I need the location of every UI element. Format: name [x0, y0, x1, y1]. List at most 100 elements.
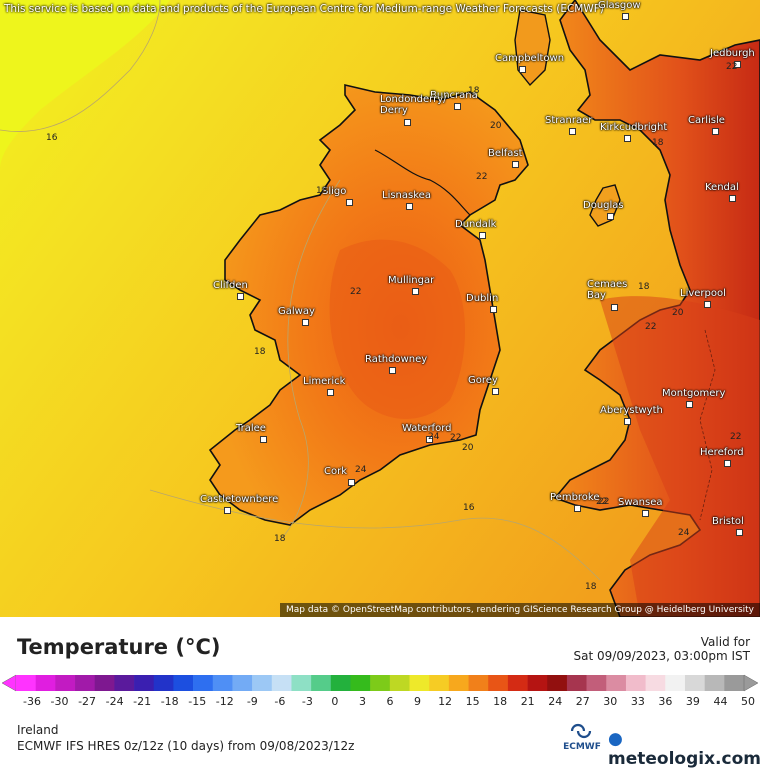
isotherm-value-label: 18 [316, 186, 328, 196]
color-scale-bar [1, 674, 759, 692]
isotherm-16-west [0, 0, 161, 132]
isotherm-value-label: 18 [652, 138, 664, 148]
isotherm-value-label: 22 [450, 433, 462, 443]
scale-tick-label: -9 [246, 695, 258, 708]
osm-attribution[interactable]: Map data © OpenStreetMap contributors, r… [280, 603, 760, 617]
scale-swatch [193, 675, 214, 691]
scale-tick-label: -27 [78, 695, 97, 708]
scale-tick-label: -15 [188, 695, 207, 708]
city-label: Lisnaskea [382, 190, 431, 201]
scale-swatch [586, 675, 607, 691]
warm-zone-england [600, 296, 760, 617]
scale-swatch [625, 675, 646, 691]
temperature-map[interactable]: This service is based on data and produc… [0, 0, 760, 617]
ecmwf-logo-text: ECMWF [563, 742, 601, 752]
scale-swatch [566, 675, 587, 691]
ecmwf-attribution: This service is based on data and produc… [4, 3, 604, 15]
city-dot-icon [624, 418, 631, 425]
scale-swatch [645, 675, 666, 691]
isotherm-value-label: 18 [638, 282, 650, 292]
scale-tick-label: -36 [23, 695, 41, 708]
scale-swatch [370, 675, 391, 691]
city-label: Limerick [303, 376, 346, 387]
city-label: Liverpool [680, 288, 726, 299]
scale-swatch [684, 675, 705, 691]
scale-tick-label: 6 [386, 695, 394, 708]
color-scale [1, 671, 759, 699]
scale-tick-label: -24 [105, 695, 124, 708]
city-label: Sligo [322, 186, 347, 197]
city-label: Cemaes Bay [587, 279, 628, 301]
city-label: Dundalk [455, 219, 497, 230]
scale-swatch [271, 675, 292, 691]
scale-swatch [173, 675, 194, 691]
city-label: Galway [278, 306, 315, 317]
model-run-label: ECMWF IFS HRES 0z/12z (10 days) from 09/… [17, 739, 355, 753]
scale-swatch [94, 675, 115, 691]
city-dot-icon [492, 388, 499, 395]
meteologix-logo-icon[interactable]: ● meteologix.com [608, 729, 760, 769]
city-dot-icon [406, 203, 413, 210]
ecmwf-logo-icon[interactable]: ECMWF [562, 723, 602, 752]
city-label: Mullingar [388, 275, 435, 286]
city-label: Bristol [712, 516, 744, 527]
scale-tick-label: -30 [50, 695, 69, 708]
city-dot-icon [327, 389, 334, 396]
city-dot-icon [622, 13, 629, 20]
city-dot-icon [642, 510, 649, 517]
isotherm-value-label: 22 [730, 432, 742, 442]
scale-swatch [350, 675, 371, 691]
city-label: Carlisle [688, 115, 725, 126]
isotherm-value-label: 20 [490, 121, 502, 131]
isotherm-value-label: 24 [428, 432, 440, 442]
city-label: Rathdowney [365, 354, 428, 365]
scale-swatch [429, 675, 450, 691]
isotherm-value-label: 22 [726, 62, 738, 72]
city-dot-icon [734, 61, 741, 68]
scale-swatch [153, 675, 174, 691]
city-dot-icon [519, 66, 526, 73]
city-label: Campbeltown [495, 53, 565, 64]
scale-tick-label: 18 [493, 695, 508, 708]
city-label: Clifden [213, 280, 248, 291]
isotherm-value-label: 20 [672, 308, 684, 318]
isotherm-value-label: 22 [596, 497, 608, 507]
scale-tick-label: 39 [685, 695, 700, 708]
isotherm-value-label: 16 [46, 133, 58, 143]
ni-border [374, 149, 471, 216]
isotherm-value-label: 18 [468, 86, 480, 96]
scale-tick-label: -21 [133, 695, 152, 708]
city-dot-icon [607, 213, 614, 220]
scale-tick-label: -6 [274, 695, 286, 708]
city-label: Tralee [236, 423, 266, 434]
scale-tick-label: 0 [331, 695, 339, 708]
city-dot-icon [624, 135, 631, 142]
scale-swatch [252, 675, 273, 691]
city-dot-icon [569, 128, 576, 135]
city-dot-icon [260, 436, 267, 443]
scale-tick-label: -3 [301, 695, 313, 708]
scale-swatch [212, 675, 233, 691]
scale-swatch [724, 675, 745, 691]
scale-arrow-high [743, 674, 759, 692]
scale-swatch [16, 675, 36, 691]
isotherm-value-label: 18 [585, 582, 597, 592]
city-dot-icon [426, 436, 433, 443]
isotherm-value-label: 20 [462, 443, 474, 453]
city-dot-icon [237, 293, 244, 300]
isotherm-22-west [279, 179, 341, 541]
scale-swatch [330, 675, 351, 691]
scale-swatch [55, 675, 76, 691]
city-dot-icon [611, 304, 618, 311]
warm-core-ireland [329, 239, 465, 419]
city-label: Waterford [402, 423, 452, 434]
scale-swatch [527, 675, 548, 691]
scale-swatch [232, 675, 253, 691]
isotherm-value-label: 16 [463, 503, 475, 513]
isotherm-value-label: 24 [355, 465, 367, 475]
scale-swatch [704, 675, 725, 691]
city-label: Jedburgh [710, 48, 755, 59]
city-label: Belfast [488, 148, 523, 159]
isotherm-value-label: 22 [645, 322, 657, 332]
scale-swatch [448, 675, 469, 691]
